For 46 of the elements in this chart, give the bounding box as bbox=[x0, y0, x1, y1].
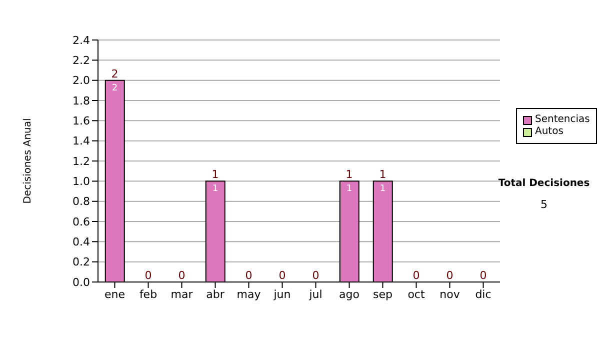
text: 5 bbox=[540, 198, 548, 211]
x-tick-label: sep bbox=[373, 288, 393, 301]
x-tick-label: mar bbox=[170, 288, 194, 301]
data-label: 1 bbox=[380, 184, 386, 194]
total-label: 0 bbox=[446, 269, 454, 282]
y-tick-label: 2.4 bbox=[72, 34, 90, 47]
total-label: 1 bbox=[212, 168, 219, 182]
x-tick-label: nov bbox=[440, 288, 460, 301]
y-tick-label: 1.0 bbox=[72, 175, 90, 188]
y-tick-label: 0.6 bbox=[72, 215, 90, 228]
data-label: 1 bbox=[346, 184, 352, 194]
y-axis-title: Decisiones Anual bbox=[22, 118, 34, 204]
y-tick-label: 2.0 bbox=[72, 74, 90, 88]
x-tick-label: oct bbox=[408, 288, 426, 301]
total-label: 0 bbox=[245, 269, 252, 282]
total-label: 2 bbox=[111, 67, 118, 80]
x-tick-label: abr bbox=[206, 288, 225, 301]
annotation: Total Decisiones bbox=[497, 178, 591, 189]
y-tick-label: 1.8 bbox=[72, 94, 90, 108]
total-label: 0 bbox=[278, 269, 286, 282]
x-tick-label: feb bbox=[139, 288, 158, 301]
total-label: 1 bbox=[346, 168, 353, 182]
total-label: 0 bbox=[144, 269, 152, 282]
x-tick-label: may bbox=[236, 288, 262, 301]
y-tick-label: 2.2 bbox=[72, 54, 90, 68]
total-label: 0 bbox=[178, 269, 186, 282]
y-tick-label: 0.8 bbox=[72, 195, 90, 208]
y-tick-label: 0.4 bbox=[72, 236, 90, 249]
x-tick-label: ago bbox=[339, 288, 360, 301]
legend-label: Autos bbox=[535, 126, 564, 138]
total-label: 0 bbox=[480, 269, 487, 282]
y-tick-label: 1.6 bbox=[72, 114, 90, 128]
y-tick-label: 1.2 bbox=[72, 154, 90, 168]
legend-label: Sentencias bbox=[535, 114, 590, 126]
total-label: 0 bbox=[312, 269, 320, 282]
total-label: 0 bbox=[412, 269, 420, 282]
data-label: 2 bbox=[112, 83, 118, 94]
x-tick-label: jul bbox=[308, 288, 322, 301]
x-tick-label: jun bbox=[272, 288, 291, 301]
data-label: 1 bbox=[212, 184, 218, 194]
x-tick-label: ene bbox=[104, 288, 126, 301]
y-tick-label: 1.4 bbox=[72, 134, 90, 148]
y-tick-label: 0.2 bbox=[72, 256, 90, 269]
x-tick-label: dic bbox=[475, 288, 492, 301]
total-label: 1 bbox=[379, 168, 386, 182]
y-tick-label: 0.0 bbox=[72, 276, 90, 289]
